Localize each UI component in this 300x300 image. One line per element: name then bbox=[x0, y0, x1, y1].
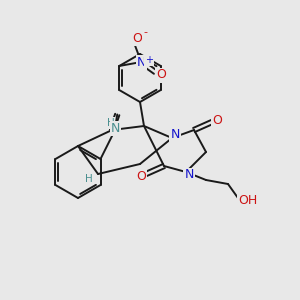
Text: O: O bbox=[212, 113, 222, 127]
Text: O: O bbox=[136, 169, 146, 182]
Text: H: H bbox=[85, 174, 93, 184]
Text: N: N bbox=[111, 122, 120, 134]
Text: N: N bbox=[136, 56, 146, 68]
Text: N: N bbox=[170, 128, 180, 142]
Text: +: + bbox=[145, 55, 153, 65]
Text: O: O bbox=[132, 32, 142, 44]
Text: N: N bbox=[184, 169, 194, 182]
Text: O: O bbox=[156, 68, 166, 82]
Text: -: - bbox=[143, 27, 147, 37]
Text: H: H bbox=[106, 118, 114, 128]
Text: OH: OH bbox=[238, 194, 258, 206]
